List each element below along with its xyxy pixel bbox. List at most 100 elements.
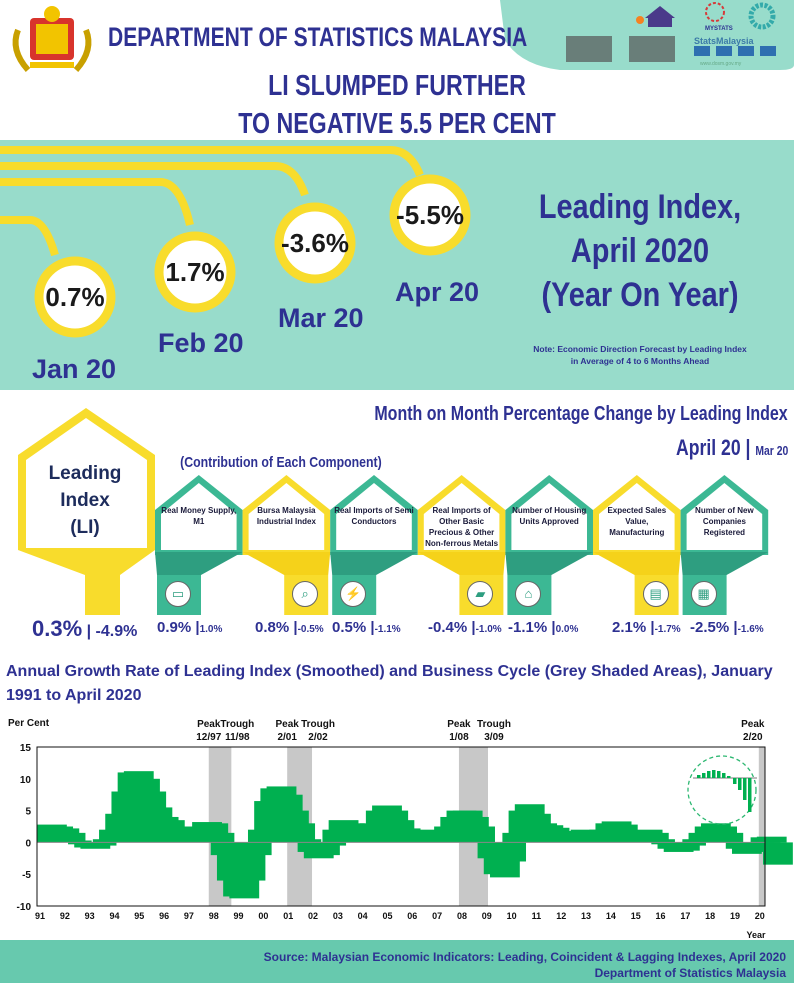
y-tick-label: 15 [20, 743, 32, 754]
component-previous: -1.6% [737, 624, 764, 635]
x-tick-label: 01 [283, 911, 293, 921]
component-label: Bursa Malaysia Industrial Index [256, 506, 316, 526]
x-tick-label: 94 [109, 911, 119, 921]
svg-text:StatsMalaysia: StatsMalaysia [694, 36, 755, 46]
peak-label: Peak [741, 719, 765, 730]
component-mom-value: -2.5% |-1.6% [690, 619, 764, 636]
growth-bar [465, 826, 495, 843]
apr-label: Apr 20 [395, 277, 480, 307]
component-label: Real Imports of Other Basic Precious & O… [425, 506, 499, 548]
apr-circle [389, 174, 471, 256]
zoom-inset-bar [738, 778, 742, 790]
component-house-inner [336, 483, 412, 550]
x-axis-label: Year [746, 930, 766, 940]
li-label-line: Index [60, 490, 110, 511]
component-house-inner [248, 483, 325, 550]
growth-bar [669, 842, 700, 851]
zoom-inset-bar [727, 776, 731, 778]
x-tick-label: 18 [705, 911, 715, 921]
growth-bar [638, 832, 669, 843]
peak-label: Peak [447, 719, 471, 730]
component-mom-value: 0.8% |-0.5% [255, 619, 324, 636]
mom-title: Month on Month Percentage Change by Lead… [374, 403, 788, 425]
x-tick-label: 10 [507, 911, 517, 921]
yellow-line [0, 146, 424, 177]
component-label: Expected Sales Value, Manufacturing [607, 506, 667, 537]
feb-circle [154, 231, 236, 313]
x-tick-label: 19 [730, 911, 740, 921]
metal-bar-icon: ▰ [467, 581, 494, 607]
x-tick-label: 02 [308, 911, 318, 921]
chart-title: Annual Growth Rate of Leading Index (Smo… [6, 663, 773, 704]
feb-value: 1.7% [165, 257, 225, 287]
growth-bar [316, 842, 347, 846]
x-tick-label: 96 [159, 911, 169, 921]
footer [0, 940, 794, 983]
yoy-graphics [0, 146, 471, 338]
forecast-note: Note: Economic Direction Forecast by Lea… [533, 344, 747, 366]
growth-bar [86, 842, 117, 846]
feb-label: Feb 20 [158, 328, 244, 358]
peak-label: Peak [197, 719, 221, 730]
header-graphics: MYSTATS StatsMalaysia www.dosm.gov.my [12, 0, 794, 73]
peak-date: 2/20 [743, 732, 763, 743]
chip-icon: ⚡ [340, 581, 367, 607]
house-icon: ⌂ [515, 581, 542, 607]
x-tick-label: 00 [258, 911, 268, 921]
growth-bar [291, 839, 322, 843]
zoom-inset-bar [712, 770, 716, 778]
growth-bar [738, 842, 769, 852]
component-funnel [505, 552, 593, 575]
x-tick-label: 95 [134, 911, 144, 921]
li-label-line: Leading [48, 463, 122, 484]
mar-label: Mar 20 [278, 303, 364, 333]
growth-bar [496, 842, 527, 862]
growth-bar [204, 832, 235, 843]
component-mom-value: 2.1% |-1.7% [612, 619, 681, 636]
magnifier-chart-icon: ⌕ [292, 581, 319, 607]
growth-bar [55, 832, 86, 843]
component-current: 0.5% [332, 619, 367, 636]
trough-date: 3/09 [484, 732, 504, 743]
mar-circle [274, 202, 356, 284]
li-label: Leading Index (LI) [30, 460, 140, 541]
jan-value: 0.7% [45, 282, 105, 312]
sdg-logo [748, 2, 776, 30]
wallet-icon: ▭ [165, 581, 191, 607]
coat-of-arms-logo [12, 6, 92, 73]
recession-shade [758, 747, 765, 906]
zoom-inset-bar [722, 773, 726, 778]
zoom-inset-circle [687, 755, 757, 825]
x-tick-label: 98 [209, 911, 219, 921]
x-tick-label: 99 [234, 911, 244, 921]
component-label: Number of New Companies Registered [695, 506, 754, 537]
plot-frame [36, 746, 766, 907]
zoom-inset-bar [702, 773, 706, 778]
yoy-title: Leading Index, April 2020 (Year On Year) [538, 185, 742, 317]
growth-bar [310, 842, 340, 856]
y-tick-label: -10 [17, 902, 32, 913]
x-tick-label: 05 [382, 911, 392, 921]
x-tick-label: 13 [581, 911, 591, 921]
component-previous: -1.1% [374, 624, 401, 635]
jan-circle [34, 256, 116, 338]
growth-bar [80, 842, 111, 849]
source-text: Source: Malaysian Economic Indicators: L… [263, 950, 786, 964]
mystats-day-logo: MYSTATS [705, 2, 733, 32]
building-icon: ▦ [690, 581, 717, 607]
component-funnel [417, 552, 506, 575]
component-funnel [155, 552, 243, 575]
zoom-inset-bar [717, 771, 721, 778]
component-previous: 0.0% [555, 624, 579, 635]
y-tick-label: 10 [20, 775, 32, 786]
x-tick-label: 09 [482, 911, 492, 921]
growth-bar [756, 836, 787, 843]
component-funnel [593, 552, 681, 575]
peak-date: 2/01 [277, 732, 297, 743]
census-2020-logo [636, 6, 675, 27]
component-house-inner [511, 483, 587, 550]
li-house-inner [26, 418, 147, 548]
component-house-inner [599, 483, 675, 550]
peak-date: 12/97 [196, 732, 221, 743]
x-tick-label: 12 [556, 911, 566, 921]
